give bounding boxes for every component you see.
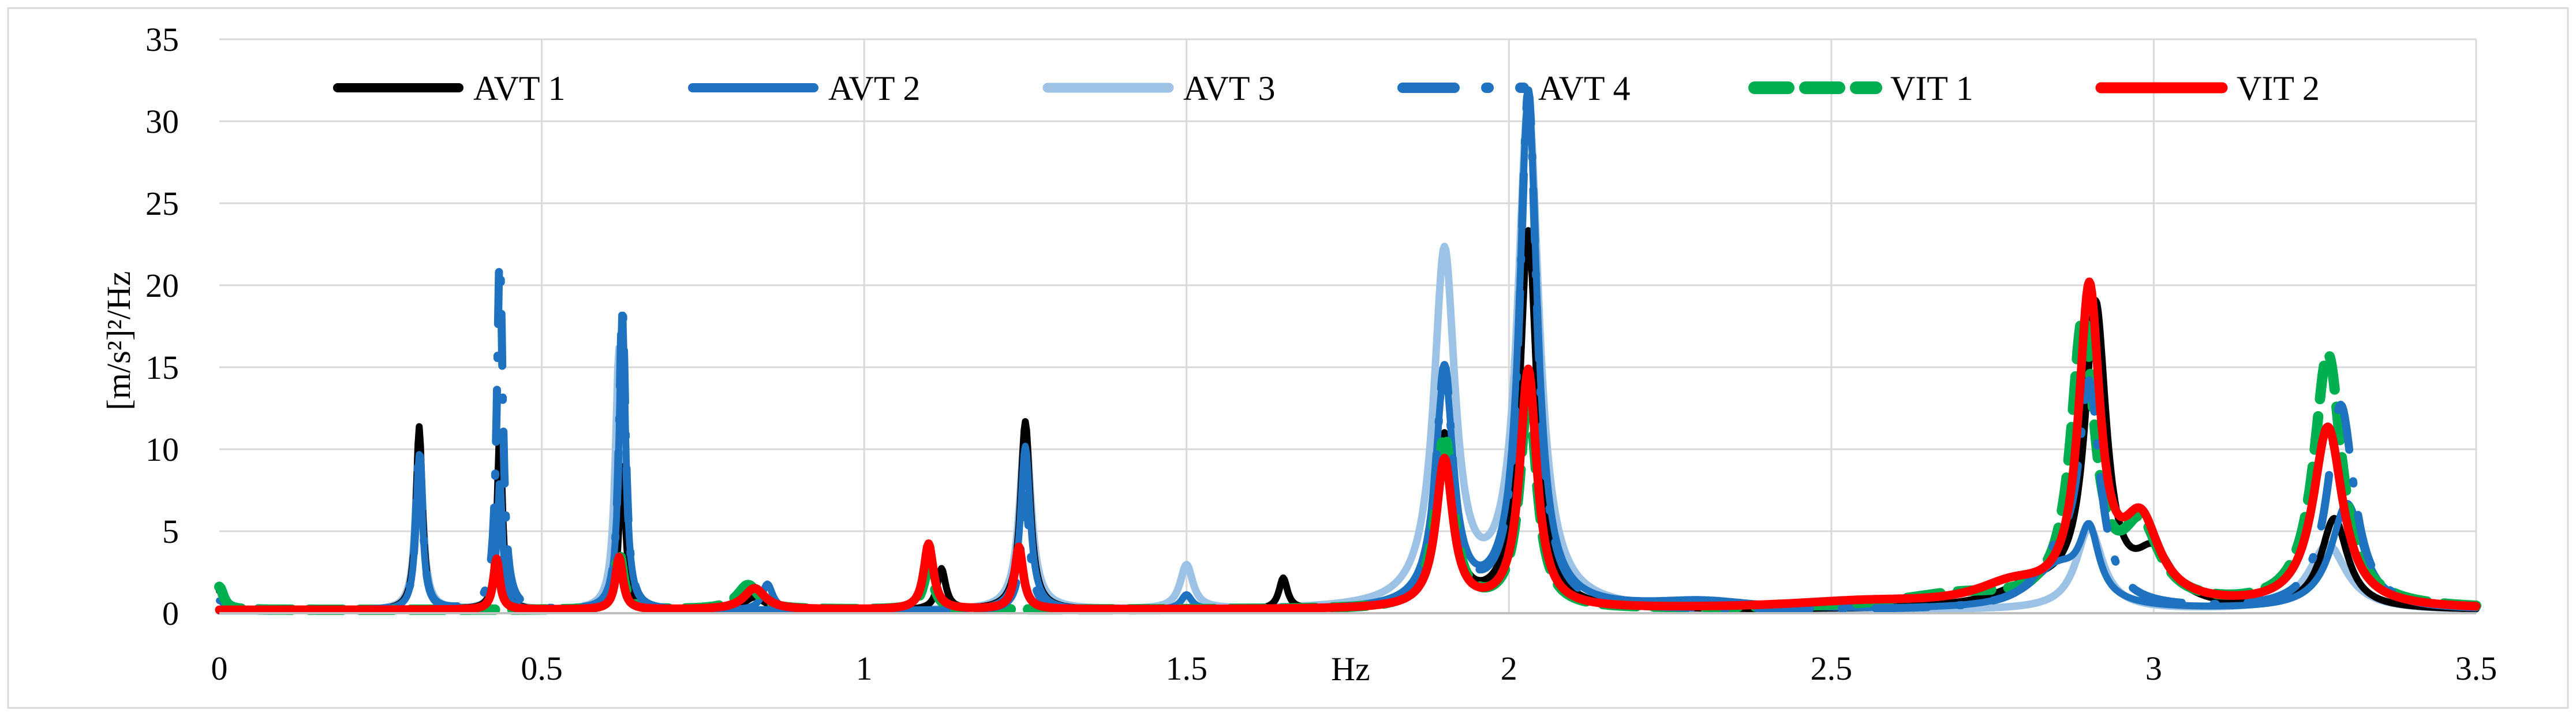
legend-label: VIT 1 [1890,69,1973,107]
x-tick-label: 1.5 [1165,650,1207,687]
x-tick-label: 3.5 [2455,650,2498,687]
legend-label: AVT 1 [473,69,566,107]
y-tick-label: 25 [145,185,179,222]
y-tick-label: 30 [145,103,179,140]
legend-label: VIT 2 [2237,69,2320,107]
legend-label: AVT 3 [1183,69,1276,107]
legend-label: AVT 2 [828,69,921,107]
x-tick-label: 1 [856,650,873,687]
y-tick-label: 10 [145,431,179,468]
x-axis-title: Hz [1331,650,1370,688]
y-tick-label: 15 [145,349,179,386]
series-lines [214,86,2481,615]
y-tick-label: 20 [145,267,179,304]
x-tick-label: 2.5 [1811,650,1853,687]
x-tick-label: 3 [2145,650,2162,687]
y-tick-label: 0 [162,595,179,632]
series-line-vit-2 [215,277,2481,614]
legend-label: AVT 4 [1538,69,1631,107]
chart-frame [7,7,2569,709]
y-axis-title: [m/s²]²/Hz [100,271,137,411]
x-tick-label: 0.5 [521,650,563,687]
y-tick-label: 5 [162,513,179,550]
x-tick-label: 0 [211,650,228,687]
grid-lines [219,38,2477,613]
axes: 0 5 10 15 20 25 30 35 0 0.5 1 1.5 2 2.5 3 3.5 [145,21,2497,687]
y-tick-label: 35 [145,21,179,58]
legend: AVT 1 AVT 2 AVT 3 AVT 4 VIT 1 VIT 2 [333,69,2320,107]
x-tick-label: 2 [1501,650,1517,687]
